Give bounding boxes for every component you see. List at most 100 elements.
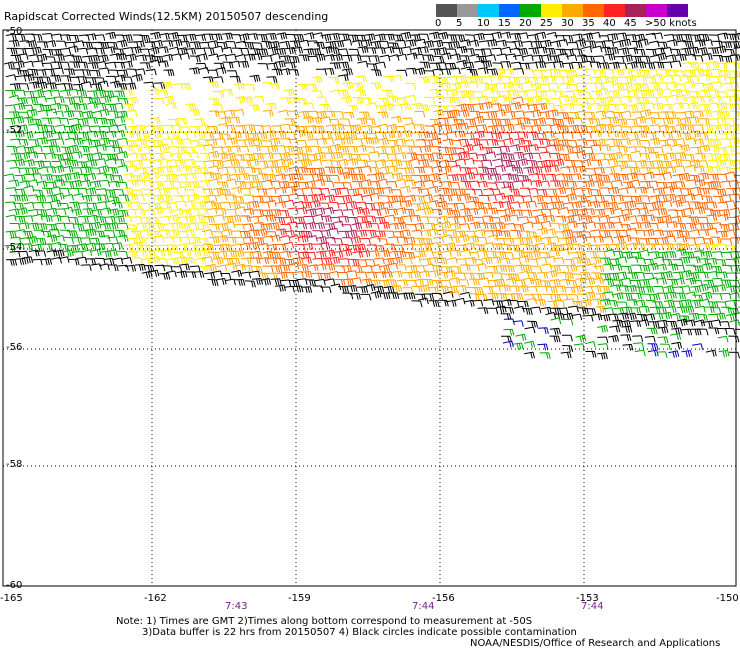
wind-barb — [370, 264, 381, 271]
wind-barb — [89, 97, 101, 105]
wind-barb — [328, 47, 340, 55]
wind-barb — [616, 118, 628, 126]
wind-barb — [305, 167, 317, 175]
wind-barb — [257, 173, 269, 181]
wind-barb — [27, 96, 39, 104]
wind-barb — [481, 147, 493, 154]
wind-barb — [567, 83, 579, 91]
wind-barb — [98, 194, 109, 202]
wind-barb — [301, 271, 313, 279]
wind-barb — [343, 111, 355, 119]
wind-barb — [36, 180, 48, 188]
wind-barb — [509, 244, 521, 252]
wind-barb — [168, 32, 180, 40]
wind-barb — [647, 343, 659, 351]
wind-barb — [679, 172, 691, 181]
wind-barb — [414, 195, 426, 203]
wind-barb — [575, 165, 587, 173]
wind-barb — [535, 90, 547, 98]
wind-barb — [657, 237, 669, 245]
wind-barb — [143, 81, 155, 89]
wind-barb — [338, 146, 350, 153]
wind-barb — [60, 47, 72, 55]
wind-barb — [703, 208, 715, 216]
wind-barb — [494, 237, 506, 245]
wind-barb — [130, 144, 142, 152]
wind-barb — [359, 237, 371, 245]
wind-barb — [111, 242, 123, 250]
wind-barb — [580, 74, 592, 82]
wind-barb — [618, 312, 629, 320]
wind-barb — [676, 235, 688, 243]
note-line-3: NOAA/NESDIS/Office of Research and Appli… — [470, 638, 721, 649]
wind-barb — [681, 215, 693, 222]
wind-barb — [689, 256, 701, 264]
wind-barb — [599, 104, 611, 112]
wind-barb — [460, 180, 472, 188]
wind-barb — [149, 59, 161, 67]
wind-barb — [215, 111, 227, 118]
wind-barb — [116, 110, 128, 118]
wind-barb — [302, 242, 314, 250]
wind-barb — [654, 187, 666, 195]
wind-barb — [293, 188, 305, 195]
wind-barb — [24, 173, 36, 181]
wind-barb — [63, 181, 75, 189]
wind-barb — [159, 215, 171, 223]
lon-label-150: -150 — [716, 593, 739, 604]
wind-barb — [519, 201, 531, 209]
legend-label: 40 — [603, 18, 616, 29]
wind-barb — [316, 236, 328, 244]
wind-barb — [105, 103, 117, 111]
wind-barb — [202, 33, 214, 41]
wind-barb — [594, 152, 606, 160]
wind-barb — [707, 47, 719, 55]
wind-barb — [175, 159, 187, 167]
wind-barb — [347, 217, 359, 224]
wind-barb — [663, 243, 675, 251]
wind-barb — [509, 160, 521, 168]
wind-barb — [77, 117, 89, 126]
wind-barb — [703, 166, 715, 174]
wind-barb — [575, 39, 587, 47]
wind-barb — [508, 214, 519, 222]
wind-barb — [611, 264, 623, 272]
wind-barb — [117, 234, 129, 242]
wind-barb — [198, 124, 210, 132]
wind-barb — [204, 272, 216, 280]
wind-barb — [540, 39, 552, 48]
wind-barb — [205, 263, 217, 272]
wind-barb — [545, 89, 557, 96]
wind-barb — [220, 145, 232, 153]
legend-label: 30 — [561, 18, 574, 29]
wind-barb — [432, 81, 443, 89]
wind-barb — [575, 277, 587, 285]
wind-barb — [257, 63, 269, 70]
wind-barb — [114, 115, 126, 123]
wind-barb — [249, 74, 261, 83]
wind-barb — [612, 319, 624, 327]
wind-barb — [179, 52, 190, 60]
wind-barb — [314, 167, 326, 175]
wind-barb — [404, 139, 415, 146]
wind-barb — [233, 109, 245, 116]
wind-barb — [721, 264, 733, 272]
wind-barb — [657, 251, 669, 259]
wind-barb — [721, 251, 733, 259]
wind-barb — [265, 130, 277, 138]
wind-barb — [94, 34, 106, 41]
wind-barb — [382, 271, 393, 279]
wind-barb — [352, 96, 364, 104]
wind-barb — [463, 272, 475, 280]
wind-barb — [265, 33, 277, 41]
wind-barb — [584, 152, 596, 160]
wind-barb — [449, 210, 461, 217]
wind-barb — [458, 234, 470, 243]
wind-barb — [49, 89, 61, 97]
wind-barb — [261, 223, 273, 231]
wind-barb — [16, 207, 28, 216]
wind-barb — [725, 76, 737, 84]
wind-barb — [310, 145, 322, 153]
wind-barb — [379, 279, 391, 287]
wind-barb — [59, 89, 71, 97]
